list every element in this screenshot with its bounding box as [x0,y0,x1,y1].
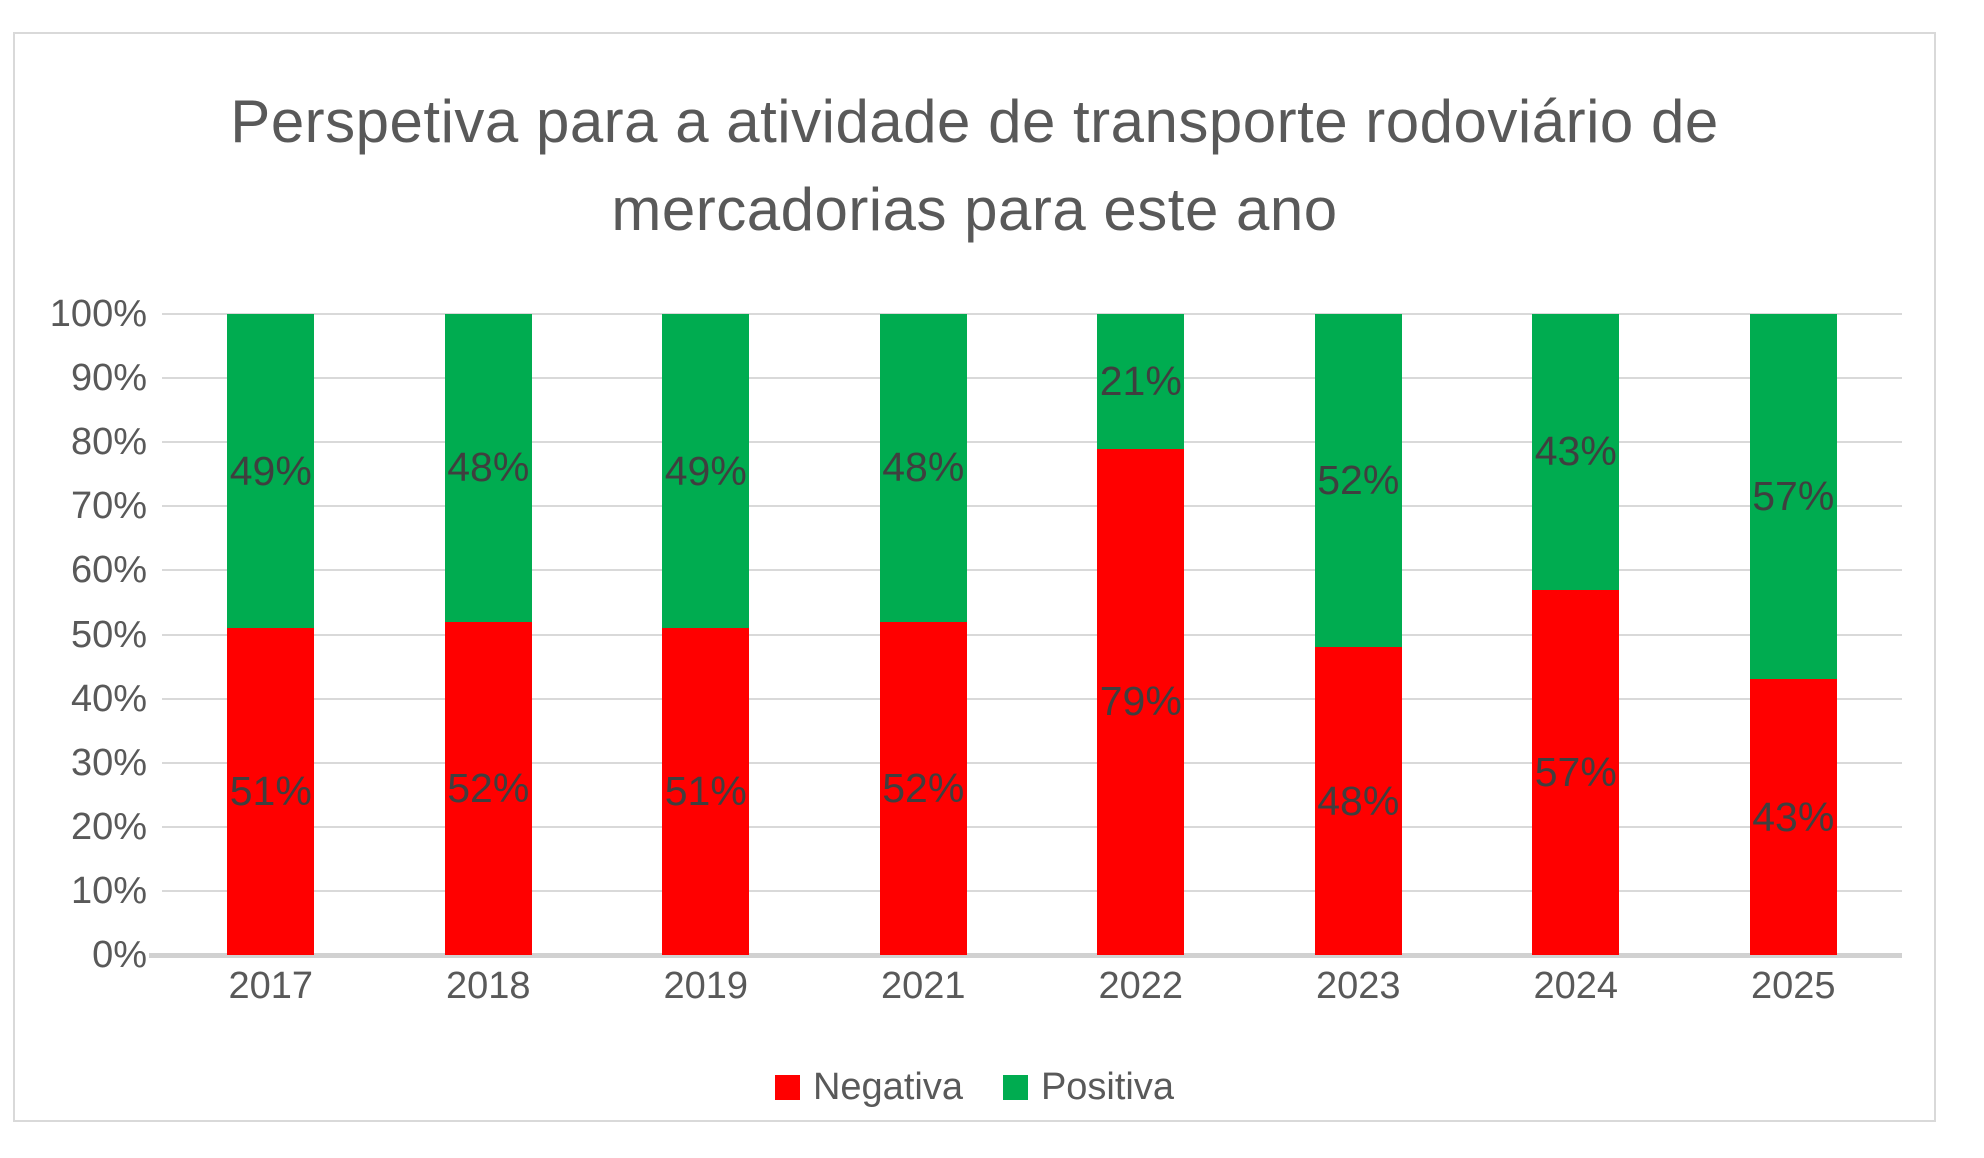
gridline [162,313,1902,315]
y-axis-tick-label: 100% [49,293,147,335]
y-axis-tick-label: 30% [70,741,147,784]
gridline [162,889,1902,892]
bar-segment-positiva: 49% [227,314,315,629]
bar-segment-negativa: 51% [662,628,750,955]
gridline [162,761,1902,764]
bar-value-label: 57% [1752,473,1835,520]
bar-2021: 48% 52% [879,314,967,955]
legend-item-positiva: Positiva [1002,1066,1175,1109]
bar-2023: 52% 48% [1314,314,1402,955]
legend-swatch-positiva [1002,1075,1028,1100]
y-axis-tick-label: 80% [70,421,147,464]
x-axis-category-label: 2025 [1750,965,1836,1007]
bar-value-label: 52% [447,764,530,811]
plot-area: 0% 10% 20% 30% 40% 50% 60% 70% 80% 90% 100% 49% 51% 2… [15,34,1934,1120]
bar-value-label: 48% [1317,777,1400,824]
bar-value-label: 49% [664,447,747,494]
y-axis-tick-label: 40% [70,677,147,720]
chart-title-line-1: Perspetiva para a atividade de transport… [230,88,1719,155]
x-axis-category-label: 2024 [1533,965,1619,1007]
bar-segment-negativa: 52% [879,621,967,955]
bar-segment-negativa: 57% [1532,589,1620,955]
bar-2025: 57% 43% [1749,314,1837,955]
bar-2024: 43% 57% [1532,314,1620,955]
bar-value-label: 51% [229,768,312,815]
x-axis-category-label: 2022 [1098,965,1184,1007]
bar-value-label: 43% [1534,428,1617,475]
gridline [162,441,1902,444]
legend-swatch-negativa [774,1075,800,1100]
bar-value-label: 79% [1099,678,1182,725]
bar-value-label: 43% [1752,793,1835,840]
y-axis-tick-label: 60% [70,549,147,592]
bar-value-label: 48% [882,444,965,491]
gridline [162,697,1902,700]
chart-title-line-2: mercadorias para este ano [611,176,1338,243]
x-axis-category-label: 2019 [663,965,749,1007]
gridline [162,505,1902,508]
legend-item-negativa: Negativa [774,1066,963,1109]
bar-2019: 49% 51% [662,314,750,955]
bar-segment-negativa: 51% [227,628,315,955]
bar-segment-positiva: 48% [444,314,532,622]
bar-segment-positiva: 49% [662,314,750,629]
bar-segment-positiva: 52% [1314,314,1402,648]
gridline [162,569,1902,572]
y-axis-tick-label: 90% [70,357,147,400]
bar-segment-positiva: 43% [1532,314,1620,590]
x-axis-line [149,953,1902,958]
bar-value-label: 48% [447,444,530,491]
y-axis-tick-label: 10% [70,869,147,912]
x-axis-category-label: 2018 [445,965,531,1007]
bar-2018: 48% 52% [444,314,532,955]
gridline [162,825,1902,828]
chart-title: Perspetiva para a atividade de transport… [15,78,1934,254]
bar-value-label: 21% [1099,357,1182,404]
gridline [162,633,1902,636]
gridline [162,377,1902,380]
y-axis-tick-label: 0% [92,934,147,976]
legend-label: Positiva [1040,1066,1175,1108]
bar-value-label: 52% [882,764,965,811]
y-axis-tick-label: 20% [70,805,147,848]
bar-segment-negativa: 79% [1097,448,1185,955]
chart-frame: Perspetiva para a atividade de transport… [13,32,1936,1122]
bar-value-label: 51% [664,768,747,815]
bar-segment-positiva: 57% [1749,314,1837,680]
bar-value-label: 52% [1317,457,1400,504]
bar-2017: 49% 51% [227,314,315,955]
bar-2022: 21% 79% [1097,314,1185,955]
bar-segment-positiva: 48% [879,314,967,622]
bar-value-label: 57% [1534,748,1617,795]
x-axis-category-label: 2021 [880,965,966,1007]
bar-value-label: 49% [229,447,312,494]
x-axis-category-label: 2017 [228,965,314,1007]
bar-segment-negativa: 48% [1314,647,1402,955]
y-axis-tick-label: 50% [70,613,147,656]
y-axis-tick-label: 70% [70,485,147,528]
bar-segment-positiva: 21% [1097,314,1185,449]
bar-segment-negativa: 43% [1749,679,1837,955]
bar-segment-negativa: 52% [444,621,532,955]
legend-label: Negativa [812,1066,963,1108]
legend: Negativa Positiva [15,1066,1934,1109]
x-axis-category-label: 2023 [1315,965,1401,1007]
